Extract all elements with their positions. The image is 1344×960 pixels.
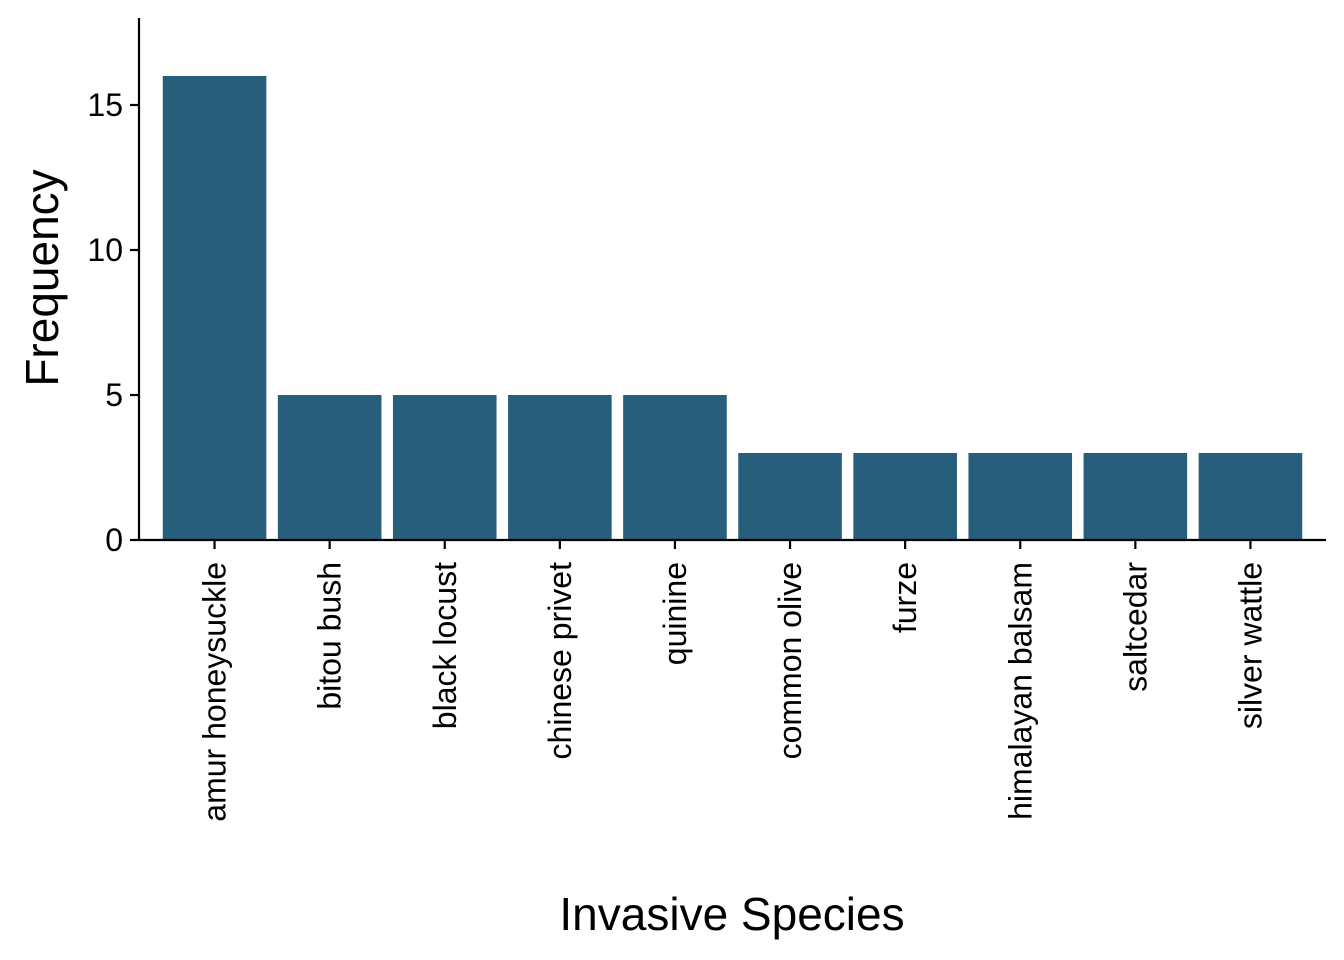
x-tick-label: furze bbox=[887, 562, 923, 633]
bar-saltcedar bbox=[1083, 453, 1188, 540]
bar-quinine bbox=[623, 395, 727, 540]
bar-black-locust bbox=[392, 395, 497, 540]
y-axis-title: Frequency bbox=[16, 169, 68, 386]
x-tick-label: quinine bbox=[657, 562, 693, 665]
x-axis-ticks: amur honeysuckle bitou bush black locust ch… bbox=[197, 540, 1268, 822]
bars-group bbox=[162, 76, 1303, 540]
bar-amur-honeysuckle bbox=[162, 76, 267, 540]
y-tick-label: 5 bbox=[105, 377, 123, 413]
bar-silver-wattle bbox=[1198, 453, 1303, 540]
x-tick-label: saltcedar bbox=[1117, 562, 1153, 692]
y-tick-label: 10 bbox=[87, 232, 123, 268]
x-tick-label: himalayan balsam bbox=[1002, 562, 1038, 820]
bar-bitou-bush bbox=[277, 395, 382, 540]
x-tick-label: amur honeysuckle bbox=[197, 562, 233, 822]
bar-himalayan-balsam bbox=[968, 453, 1073, 540]
y-tick-label: 15 bbox=[87, 87, 123, 123]
x-tick-label: silver wattle bbox=[1232, 562, 1268, 729]
x-tick-label: black locust bbox=[427, 562, 463, 729]
y-tick-label: 0 bbox=[105, 522, 123, 558]
y-axis-ticks: 0 5 10 15 bbox=[87, 87, 139, 558]
bar-chinese-privet bbox=[508, 395, 612, 540]
bar-furze bbox=[853, 453, 957, 540]
x-tick-label: chinese privet bbox=[542, 562, 578, 760]
x-axis-title: Invasive Species bbox=[559, 888, 904, 940]
x-tick-label: bitou bush bbox=[312, 562, 348, 710]
bar-common-olive bbox=[738, 453, 842, 540]
x-tick-label: common olive bbox=[772, 562, 808, 759]
